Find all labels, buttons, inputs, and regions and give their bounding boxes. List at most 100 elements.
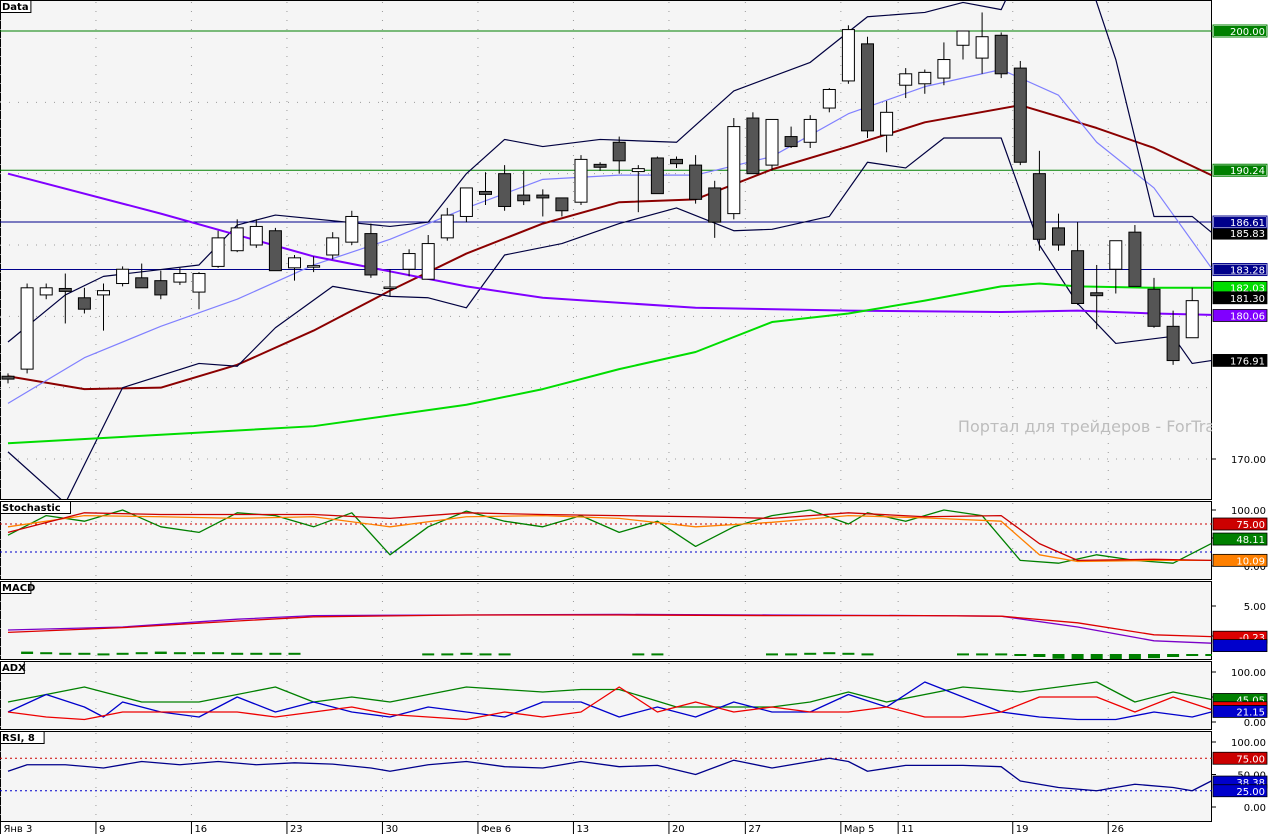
value-tag-label: 25.00 xyxy=(1236,787,1265,798)
value-tag xyxy=(1212,291,1268,305)
x-tick-label: 11 xyxy=(901,824,914,834)
histogram-bar xyxy=(1090,654,1103,659)
series-line xyxy=(7,757,1212,792)
histogram-bar xyxy=(40,652,53,655)
panel-title-box xyxy=(0,501,71,514)
histogram-bar xyxy=(269,652,282,655)
value-tag-label: 180.06 xyxy=(1230,311,1265,322)
x-tick-label: 30 xyxy=(385,824,398,834)
histogram-bar xyxy=(116,652,129,655)
candle-body xyxy=(880,111,894,136)
candle-body xyxy=(116,268,130,285)
candle-body xyxy=(479,190,492,195)
histogram-bar xyxy=(1148,654,1160,659)
level-tag-fill xyxy=(1214,264,1266,275)
panel-1: Stochastic xyxy=(0,501,1268,580)
panel-content-2 xyxy=(0,583,1212,659)
histogram-bar xyxy=(479,653,492,656)
candle-body xyxy=(1090,292,1104,297)
candle-body xyxy=(1071,250,1085,304)
series-line xyxy=(7,514,1212,563)
value-tag xyxy=(1212,517,1268,531)
histogram-bar xyxy=(460,652,473,655)
histogram-bar xyxy=(976,653,989,656)
panel-title: MACD xyxy=(2,583,35,594)
candle-body xyxy=(975,36,989,59)
y-tick-label: 100.00 xyxy=(1231,506,1266,517)
candle-body xyxy=(574,158,588,203)
candle-body xyxy=(1,375,15,380)
candle-body xyxy=(727,126,741,215)
value-tag xyxy=(1212,553,1268,567)
candle-body xyxy=(861,43,874,132)
candle-body xyxy=(1185,300,1199,339)
series-line xyxy=(7,681,1212,721)
panel-0: Портал для трейдеров - ForTrader.ru Data xyxy=(0,0,1262,500)
level-tag-label: 190.24 xyxy=(1230,166,1265,177)
candle-body xyxy=(1052,227,1065,246)
x-tick-label: 20 xyxy=(672,824,685,834)
value-tag-label: -0.23 xyxy=(1239,633,1265,644)
y-tick-label: 100.00 xyxy=(1231,738,1266,749)
histogram-bar xyxy=(498,653,511,656)
histogram-bar xyxy=(250,652,263,655)
value-tag xyxy=(1212,532,1268,546)
watermark: Портал для трейдеров - ForTrader.ru xyxy=(958,417,1262,436)
histogram-bar xyxy=(97,653,110,656)
histogram-bar xyxy=(78,652,91,655)
histogram-bar xyxy=(59,652,72,655)
series-line xyxy=(7,104,1212,391)
histogram-bar xyxy=(766,653,778,656)
candle-body xyxy=(58,287,72,292)
panel-frame xyxy=(0,731,1212,822)
value-tag xyxy=(1212,705,1268,718)
candle-body xyxy=(20,287,34,370)
level-tag-label: 183.28 xyxy=(1230,266,1265,277)
value-tag xyxy=(1212,784,1268,798)
histogram-bar xyxy=(173,652,186,655)
series-line xyxy=(7,686,1212,721)
histogram-bar xyxy=(1109,654,1122,659)
candle-body xyxy=(822,88,836,109)
value-tag xyxy=(1212,639,1268,652)
panel-content-1 xyxy=(0,503,1212,577)
value-tag-label: 45.05 xyxy=(1236,695,1265,706)
level-tag-fill xyxy=(1214,217,1266,228)
value-tag-label: 176.91 xyxy=(1230,356,1265,367)
histogram-bar xyxy=(212,652,225,655)
histogram-bar xyxy=(842,652,855,655)
candle-body xyxy=(173,273,187,283)
candle-body xyxy=(708,187,722,223)
y-tick-label: 0.00 xyxy=(1244,562,1266,573)
candle-body xyxy=(249,225,263,246)
histogram-bar xyxy=(861,653,874,656)
value-tag xyxy=(1212,309,1268,322)
x-tick-label: 26 xyxy=(1111,824,1124,834)
histogram-bar xyxy=(441,653,454,656)
panel-content-0: Портал для трейдеров - ForTrader.ru xyxy=(0,0,1262,499)
y-tick-label: 100.00 xyxy=(1231,668,1266,679)
candle-body xyxy=(77,297,91,310)
candle-body xyxy=(211,237,225,267)
histogram-bar xyxy=(804,652,817,655)
histogram-bar xyxy=(632,653,645,656)
y-tick-label: 170.00 xyxy=(1231,455,1266,466)
panel-4: RSI, 8 xyxy=(0,731,1268,822)
level-tag-label: 186.61 xyxy=(1230,218,1265,229)
level-tag-fill xyxy=(1214,26,1266,36)
candle-body xyxy=(1128,231,1142,287)
value-tag xyxy=(1212,354,1268,367)
candle-body xyxy=(536,194,550,199)
candle-body xyxy=(593,163,607,168)
histogram-bar xyxy=(1052,654,1065,659)
histogram-bar xyxy=(1167,654,1180,657)
x-tick-label: 16 xyxy=(194,824,207,834)
x-tick-label: Янв 3 xyxy=(3,824,32,834)
candle-body xyxy=(555,197,569,212)
candle-body xyxy=(268,230,282,272)
candle-body xyxy=(230,227,244,252)
histogram-bar xyxy=(193,652,205,655)
candle-body xyxy=(345,215,359,243)
candle-body xyxy=(154,280,168,296)
